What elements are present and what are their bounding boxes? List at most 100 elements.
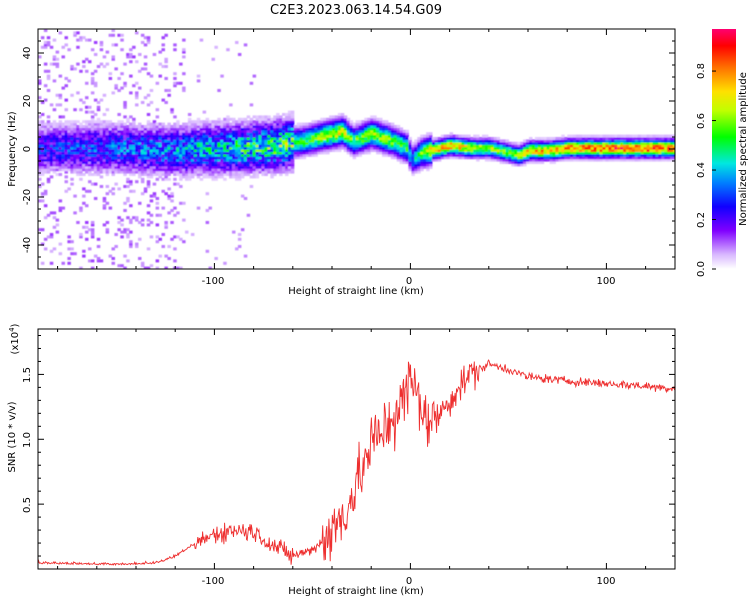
spectrogram-cell bbox=[90, 233, 95, 236]
spectrogram-cell bbox=[138, 168, 142, 172]
spectrogram-cell bbox=[76, 149, 80, 152]
spectrogram-cell bbox=[287, 127, 292, 131]
spectrogram-cell bbox=[243, 141, 248, 145]
spectrogram-cell bbox=[302, 129, 307, 133]
spectrogram-cell bbox=[587, 144, 592, 148]
spectrogram-cell bbox=[661, 156, 665, 160]
spectrogram-cell bbox=[343, 149, 348, 152]
spectrogram-cell bbox=[120, 132, 124, 136]
spectrogram-cell bbox=[285, 144, 289, 148]
spectrogram-cell bbox=[540, 156, 545, 160]
spectrogram-cell bbox=[646, 141, 651, 145]
spectrogram-cell bbox=[79, 36, 83, 40]
spectrogram-cell bbox=[182, 86, 186, 90]
spectrogram-cell bbox=[285, 158, 289, 162]
spectrogram-cell bbox=[258, 132, 262, 136]
spectrogram-cell bbox=[599, 141, 603, 145]
spectrogram-cell bbox=[85, 204, 89, 208]
spectrogram-cell bbox=[355, 151, 359, 155]
spectrogram-cell bbox=[329, 137, 333, 140]
spectrogram-cell bbox=[152, 127, 157, 131]
spectrogram-cell bbox=[126, 197, 130, 200]
spectrogram-cell bbox=[96, 65, 101, 68]
spectrogram-cell bbox=[564, 144, 568, 148]
spectrogram-cell bbox=[93, 122, 98, 126]
spectrogram-cell bbox=[261, 134, 265, 138]
spectrogram-cell bbox=[88, 120, 92, 124]
spectrogram-cell bbox=[182, 173, 186, 176]
spectrogram-cell bbox=[155, 132, 160, 136]
spectrogram-cell bbox=[514, 156, 518, 160]
spectrogram-cell bbox=[387, 132, 392, 136]
spectrogram-cell bbox=[631, 151, 636, 155]
spectrogram-cell bbox=[43, 216, 48, 220]
spectrogram-cell bbox=[82, 125, 86, 128]
spectrogram-cell bbox=[490, 153, 495, 157]
spectrogram-cell bbox=[90, 144, 95, 148]
spectrogram-cell bbox=[332, 129, 336, 133]
spectrogram-cell bbox=[164, 168, 168, 172]
spectrogram-cell bbox=[205, 158, 210, 162]
spectrogram-cell bbox=[226, 127, 230, 131]
spectrogram-cell bbox=[202, 168, 207, 172]
spectrogram-cell bbox=[90, 117, 95, 121]
spectrogram-cell bbox=[570, 156, 574, 160]
spectrogram-cell bbox=[255, 158, 260, 162]
spectrogram-cell bbox=[358, 139, 362, 143]
spectrogram-cell bbox=[452, 139, 456, 143]
spectrogram-cell bbox=[111, 156, 115, 160]
spectrogram-cell bbox=[305, 125, 309, 128]
spectrogram-cell bbox=[367, 144, 371, 148]
spectrogram-cell bbox=[217, 173, 221, 176]
spectrogram-cell bbox=[537, 151, 542, 155]
spectrogram-cell bbox=[96, 151, 101, 155]
spectrogram-cell bbox=[223, 173, 227, 176]
spectrogram-cell bbox=[43, 149, 48, 152]
spectrogram-cell bbox=[223, 177, 227, 181]
spectrogram-cell bbox=[567, 153, 571, 157]
spectrogram-cell bbox=[323, 129, 327, 133]
spectrogram-cell bbox=[399, 139, 404, 143]
spectrogram-cell bbox=[320, 129, 324, 133]
spectrogram-cell bbox=[620, 134, 624, 138]
spectrogram-cell bbox=[176, 134, 180, 138]
spectrogram-cell bbox=[202, 161, 207, 164]
spectrogram-cell bbox=[534, 139, 539, 143]
spectrogram-cell bbox=[96, 168, 101, 172]
spectrogram-cell bbox=[258, 144, 262, 148]
spectrogram-cell bbox=[152, 156, 157, 160]
spectrogram-cell bbox=[390, 156, 395, 160]
spectrogram-cell bbox=[38, 170, 42, 174]
spectrogram-cell bbox=[70, 156, 74, 160]
spectrogram-cell bbox=[426, 141, 430, 145]
spectrogram-cell bbox=[155, 266, 160, 269]
spectrogram-cell bbox=[58, 139, 63, 143]
spectrogram-cell bbox=[264, 141, 268, 145]
spectrogram-cell bbox=[229, 158, 233, 162]
spectrogram-cell bbox=[73, 211, 77, 215]
spectrogram-cell bbox=[214, 141, 218, 145]
spectrogram-cell bbox=[173, 156, 177, 160]
spectrogram-cell bbox=[279, 120, 283, 124]
spectrogram-cell bbox=[502, 153, 506, 157]
spectrogram-cell bbox=[223, 132, 227, 136]
spectrogram-cell bbox=[602, 137, 606, 140]
spectrogram-cell bbox=[261, 158, 265, 162]
spectrogram-cell bbox=[584, 149, 589, 152]
spectrogram-cell bbox=[664, 156, 668, 160]
spectrogram-cell bbox=[96, 101, 101, 104]
spectrogram-cell bbox=[73, 163, 77, 167]
spectrogram-cell bbox=[208, 266, 212, 269]
spectrogram-cell bbox=[531, 161, 536, 164]
spectrogram-cell bbox=[252, 127, 257, 131]
spectrogram-cell bbox=[149, 141, 154, 145]
spectrogram-cell bbox=[129, 245, 133, 248]
spectrogram-cell bbox=[143, 36, 148, 40]
spectrogram-cell bbox=[202, 141, 207, 145]
spectrogram-cell bbox=[373, 139, 377, 143]
spectrogram-cell bbox=[38, 177, 42, 181]
spectrogram-cell bbox=[361, 127, 365, 131]
spectrogram-cell bbox=[593, 158, 598, 162]
spectrogram-cell bbox=[529, 149, 533, 152]
spectrogram-cell bbox=[326, 134, 330, 138]
